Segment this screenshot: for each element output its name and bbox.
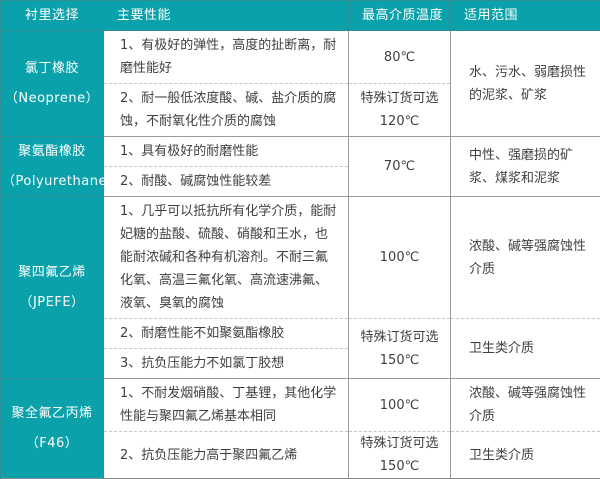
temperature-special-value: 120℃	[351, 110, 448, 133]
material-name-en: （Polyurethane）	[2, 170, 102, 193]
performance-cell: 2、耐磨性能不如聚氨酯橡胶	[104, 319, 349, 349]
range-cell: 水、污水、弱磨损性的泥浆、矿浆	[451, 31, 600, 137]
performance-cell: 1、几乎可以抵抗所有化学介质，能耐妃糖的盐酸、硫酸、硝酸和王水，也能耐浓碱和各种…	[104, 197, 349, 319]
temperature-special-value: 150℃	[351, 455, 448, 478]
range-cell: 浓酸、碱等强腐蚀性介质	[451, 197, 600, 319]
material-cell-f46: 聚全氟乙丙烯 （F46）	[1, 379, 104, 479]
header-cell-performance: 主要性能	[104, 1, 349, 31]
header-cell-lining: 衬里选择	[1, 1, 104, 31]
performance-cell: 3、抗负压能力不如氯丁胶想	[104, 349, 349, 379]
temperature-cell: 特殊订货可选 150℃	[349, 319, 451, 379]
header-cell-range: 适用范围	[451, 1, 600, 31]
performance-cell: 1、不耐发烟硝酸、丁基锂，其他化学性能与聚四氟乙烯基本相同	[104, 379, 349, 432]
material-name-cn: 聚四氟乙烯	[2, 261, 102, 284]
material-name-en: （Neoprene）	[2, 87, 102, 110]
range-cell: 卫生类介质	[451, 432, 600, 479]
material-name-en: （F46）	[2, 432, 102, 455]
material-cell-jpefe: 聚四氟乙烯 （JPEFE）	[1, 197, 104, 379]
temperature-special-value: 150℃	[351, 349, 448, 372]
temperature-cell: 特殊订货可选 120℃	[349, 84, 451, 137]
performance-cell: 1、具有极好的耐磨性能	[104, 137, 349, 167]
table-header-row: 衬里选择 主要性能 最高介质温度 适用范围	[1, 1, 600, 31]
temperature-special-label: 特殊订货可选	[351, 326, 448, 349]
temperature-cell: 70℃	[349, 137, 451, 197]
table-row: 聚氨酯橡胶 （Polyurethane） 1、具有极好的耐磨性能 70℃ 中性、…	[1, 137, 600, 167]
range-cell: 浓酸、碱等强腐蚀性介质	[451, 379, 600, 432]
temperature-special-label: 特殊订货可选	[351, 432, 448, 455]
temperature-cell: 80℃	[349, 31, 451, 84]
performance-cell: 2、抗负压能力高于聚四氟乙烯	[104, 432, 349, 479]
temperature-cell: 100℃	[349, 197, 451, 319]
table-row: 聚全氟乙丙烯 （F46） 1、不耐发烟硝酸、丁基锂，其他化学性能与聚四氟乙烯基本…	[1, 379, 600, 432]
material-name-en: （JPEFE）	[2, 291, 102, 314]
material-cell-polyurethane: 聚氨酯橡胶 （Polyurethane）	[1, 137, 104, 197]
performance-cell: 2、耐一般低浓度酸、碱、盐介质的腐蚀，不耐氧化性介质的腐蚀	[104, 84, 349, 137]
temperature-cell: 特殊订货可选 150℃	[349, 432, 451, 479]
range-cell: 中性、强磨损的矿浆、煤浆和泥浆	[451, 137, 600, 197]
range-cell: 卫生类介质	[451, 319, 600, 379]
material-name-cn: 聚氨酯橡胶	[2, 140, 102, 163]
table-row: 氯丁橡胶 （Neoprene） 1、有极好的弹性，高度的扯断离，耐磨性能好 80…	[1, 31, 600, 84]
performance-cell: 1、有极好的弹性，高度的扯断离，耐磨性能好	[104, 31, 349, 84]
header-cell-temperature: 最高介质温度	[349, 1, 451, 31]
temperature-cell: 100℃	[349, 379, 451, 432]
material-name-cn: 氯丁橡胶	[2, 57, 102, 80]
temperature-special-label: 特殊订货可选	[351, 87, 448, 110]
table-row: 聚四氟乙烯 （JPEFE） 1、几乎可以抵抗所有化学介质，能耐妃糖的盐酸、硫酸、…	[1, 197, 600, 319]
material-name-cn: 聚全氟乙丙烯	[2, 402, 102, 425]
material-cell-neoprene: 氯丁橡胶 （Neoprene）	[1, 31, 104, 137]
performance-cell: 2、耐酸、碱腐蚀性能较差	[104, 167, 349, 197]
